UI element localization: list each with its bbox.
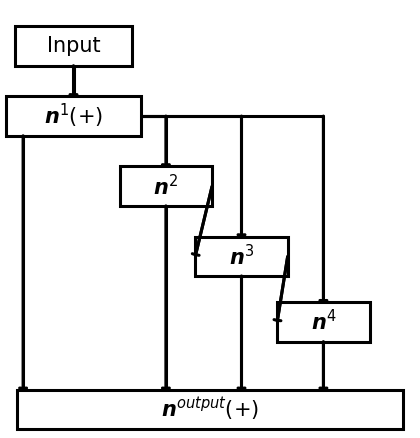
Bar: [17, 390, 403, 429]
Text: $\boldsymbol{n}^1(+)$: $\boldsymbol{n}^1(+)$: [44, 102, 103, 130]
Text: Input: Input: [47, 36, 100, 56]
Bar: [195, 237, 288, 276]
Bar: [6, 96, 141, 136]
Bar: [15, 26, 132, 66]
Text: $\boldsymbol{n}^4$: $\boldsymbol{n}^4$: [311, 309, 336, 335]
Text: $\boldsymbol{n}^3$: $\boldsymbol{n}^3$: [229, 244, 254, 269]
Text: $\boldsymbol{n}^2$: $\boldsymbol{n}^2$: [153, 173, 178, 199]
Text: $\boldsymbol{n}^{output}(+)$: $\boldsymbol{n}^{output}(+)$: [161, 396, 259, 424]
Bar: [277, 302, 370, 342]
Bar: [120, 166, 212, 206]
